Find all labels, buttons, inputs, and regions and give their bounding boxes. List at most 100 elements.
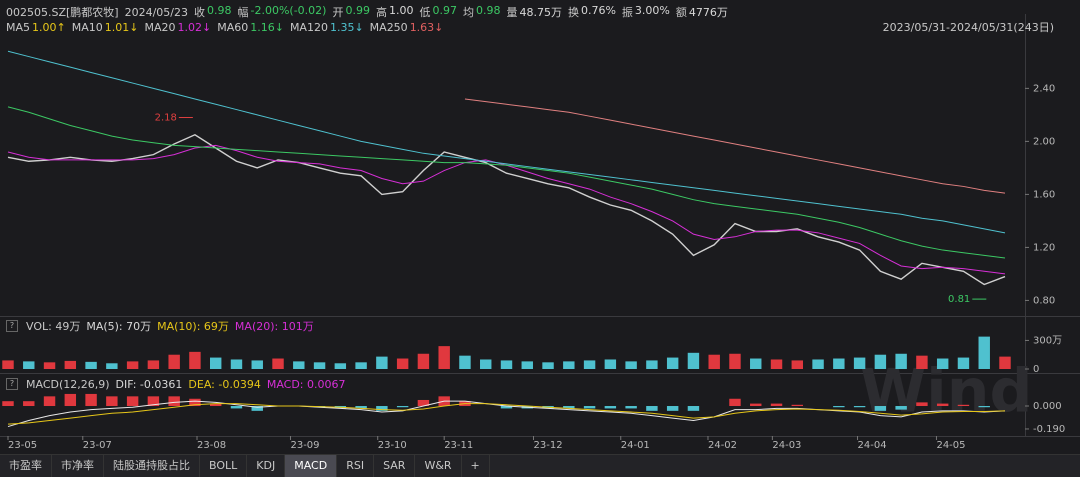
series-line xyxy=(464,98,1006,194)
quote-field: 收 0.98 xyxy=(194,4,232,20)
y-tick-label: 300万 xyxy=(1033,335,1062,346)
bar xyxy=(770,403,783,407)
indicator-tabs: 市盈率 市净率 陆股通持股占比 BOLL KDJ MACD RSI SAR W&R + xyxy=(0,454,1080,477)
bar xyxy=(521,361,533,369)
field-value: 0.97 xyxy=(432,4,457,17)
tab[interactable]: RSI xyxy=(337,455,375,477)
bar xyxy=(376,356,388,369)
bar xyxy=(126,361,139,369)
bar xyxy=(978,406,990,408)
legend-name: MA250 xyxy=(369,20,408,34)
bar xyxy=(230,406,243,409)
x-tick-label: 23-08 xyxy=(197,440,226,451)
bar xyxy=(417,353,430,369)
legend-item: MA120 1.35↓ xyxy=(290,21,364,34)
bar xyxy=(812,359,824,369)
bar xyxy=(583,360,596,369)
bar xyxy=(874,406,887,411)
bar xyxy=(334,363,347,369)
series-line xyxy=(7,133,1006,286)
y-tick-label: 1.60 xyxy=(1033,189,1055,200)
quote-field: 开 0.99 xyxy=(332,4,370,20)
field-label: 开 xyxy=(332,6,344,19)
bar xyxy=(85,361,97,369)
field-label: 额 xyxy=(675,6,687,19)
bar xyxy=(230,359,243,369)
panel-label: MACD: 0.0067 xyxy=(266,377,346,391)
y-tick-label: 0 xyxy=(1033,364,1039,375)
add-tab[interactable]: + xyxy=(462,455,490,477)
panel-border xyxy=(0,316,1080,317)
bar xyxy=(895,353,907,369)
bar xyxy=(126,396,139,407)
bar xyxy=(936,403,949,407)
quote-field: 幅 -2.00%(-0.02) xyxy=(238,4,327,20)
bar xyxy=(978,336,990,369)
annotation-label: 0.81 xyxy=(948,294,970,305)
bar xyxy=(396,406,409,408)
date-range[interactable]: 2023/05/31-2024/05/31(243日) xyxy=(882,21,1054,34)
field-label: 低 xyxy=(419,6,431,19)
series-line xyxy=(7,50,1006,234)
legend-value: 1.01↓ xyxy=(104,20,139,34)
bar xyxy=(43,362,56,369)
panel-label: DIF: -0.0361 xyxy=(115,377,183,391)
tab[interactable]: BOLL xyxy=(200,455,248,477)
bar xyxy=(355,362,367,369)
field-value: 0.76% xyxy=(580,4,616,17)
x-tick-label: 24-01 xyxy=(621,440,650,451)
tab[interactable]: MACD xyxy=(285,455,338,477)
x-tick-label: 23-12 xyxy=(534,440,563,451)
bar xyxy=(251,360,263,369)
legend-item: MA5 1.00↑ xyxy=(6,21,66,34)
series-line xyxy=(7,144,1006,275)
tab[interactable]: 陆股通持股占比 xyxy=(104,455,200,477)
help-icon[interactable]: ? xyxy=(6,320,18,332)
legend-value: 1.35↓ xyxy=(329,20,364,34)
bar xyxy=(293,361,305,369)
panel-label: MA(20): 101万 xyxy=(234,320,314,333)
help-icon[interactable]: ? xyxy=(6,378,18,390)
legend-name: MA120 xyxy=(289,20,328,34)
field-value: 0.99 xyxy=(345,4,370,17)
bar xyxy=(666,357,679,369)
series-line xyxy=(7,400,1006,428)
bar xyxy=(563,406,575,409)
axis-border xyxy=(1025,14,1026,436)
tab[interactable]: 市净率 xyxy=(52,455,104,477)
bar xyxy=(750,403,762,407)
tab[interactable]: SAR xyxy=(374,455,416,477)
bar xyxy=(480,359,492,369)
bar xyxy=(147,360,160,369)
bar xyxy=(791,360,804,369)
tab[interactable]: 市盈率 xyxy=(0,455,52,477)
quote-field: 额 4776万 xyxy=(676,4,728,20)
bar xyxy=(750,358,762,369)
bar xyxy=(916,402,928,407)
x-tick-label: 24-05 xyxy=(936,440,965,451)
panel-label: DEA: -0.0394 xyxy=(188,377,261,391)
legend-item: MA20 1.02↓ xyxy=(144,21,211,34)
panel-title: VOL: 49万 xyxy=(26,320,81,333)
bar xyxy=(646,406,658,411)
quote-header: 002505.SZ[鹏都农牧] 2024/05/23 收 0.98 幅 -2.00%(… xyxy=(6,4,728,20)
bar xyxy=(23,401,35,407)
field-label: 高 xyxy=(375,6,387,19)
tab[interactable]: W&R xyxy=(415,455,462,477)
field-label: 振 xyxy=(621,6,633,19)
bar xyxy=(376,406,388,411)
field-label: 幅 xyxy=(237,6,249,19)
volume-header: ? VOL: 49万 MA(5): 70万 MA(10): 69万 MA(20): 10… xyxy=(6,319,314,333)
tab[interactable]: KDJ xyxy=(247,455,286,477)
legend-name: MA10 xyxy=(71,20,103,34)
quote-field: 量 48.75万 xyxy=(506,4,562,20)
quote-field: 低 0.97 xyxy=(419,4,457,20)
y-tick-label: -0.190 xyxy=(1033,424,1065,435)
bar xyxy=(853,357,866,369)
bar xyxy=(500,360,513,369)
legend-item: MA10 1.01↓ xyxy=(72,21,139,34)
field-value: 1.00 xyxy=(388,4,414,17)
series-line xyxy=(7,403,1006,425)
field-value: 3.00% xyxy=(634,4,670,17)
